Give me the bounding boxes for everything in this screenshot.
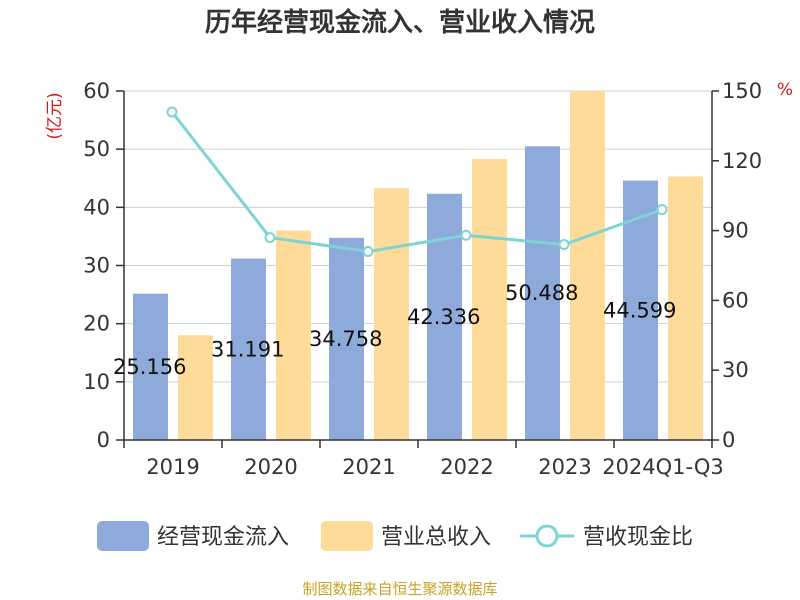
left-tick-label: 0 bbox=[97, 428, 110, 452]
legend-label-revenue: 营业总收入 bbox=[381, 525, 491, 550]
data-label-cash-inflow: 34.758 bbox=[309, 327, 382, 351]
tick-labels: 0 10 20 30 40 50 60 0 30 60 90 120 150 2019 2020 2021 20… bbox=[83, 79, 762, 479]
x-tick-label: 2020 bbox=[244, 455, 297, 479]
left-tick-label: 40 bbox=[83, 195, 110, 219]
data-label-cash-inflow: 25.156 bbox=[113, 355, 186, 379]
data-label-cash-inflow: 44.599 bbox=[603, 298, 676, 322]
right-tick-label: 90 bbox=[722, 219, 749, 243]
data-labels: 25.156 31.191 34.758 42.336 50.488 44.599 bbox=[113, 281, 676, 379]
right-tick-label: 30 bbox=[722, 358, 749, 382]
right-tick-label: 60 bbox=[722, 288, 749, 312]
bar-cash-inflow bbox=[329, 237, 364, 440]
ratio-point bbox=[264, 232, 276, 244]
bar-cash-inflow bbox=[525, 146, 560, 441]
x-tick-label: 2023 bbox=[538, 455, 591, 479]
right-axis-unit: % bbox=[777, 80, 793, 100]
x-tick-label: 2024Q1-Q3 bbox=[602, 455, 724, 479]
left-tick-label: 30 bbox=[83, 254, 110, 278]
left-tick-label: 60 bbox=[83, 79, 110, 103]
left-tick-label: 10 bbox=[83, 370, 110, 394]
ratio-line bbox=[166, 106, 668, 258]
x-tick-label: 2022 bbox=[440, 455, 493, 479]
ratio-point bbox=[362, 246, 374, 258]
data-label-cash-inflow: 42.336 bbox=[407, 305, 480, 329]
bar-revenue bbox=[374, 188, 409, 440]
legend-swatch-cash-inflow bbox=[97, 521, 149, 551]
right-tick-label: 150 bbox=[722, 79, 762, 103]
ratio-line-path bbox=[170, 111, 663, 254]
x-tick-label: 2021 bbox=[342, 455, 395, 479]
right-tick-label: 120 bbox=[722, 149, 762, 173]
bar-revenue bbox=[570, 91, 605, 440]
ratio-point bbox=[166, 106, 178, 118]
bar-cash-inflow bbox=[133, 293, 168, 440]
legend-label-ratio: 营收现金比 bbox=[583, 525, 693, 550]
ratio-point bbox=[656, 204, 668, 216]
bar-revenue bbox=[668, 176, 703, 440]
chart-title: 历年经营现金流入、营业收入情况 bbox=[205, 7, 595, 38]
left-tick-label: 20 bbox=[83, 312, 110, 336]
bars bbox=[133, 91, 703, 441]
ratio-point bbox=[460, 229, 472, 241]
data-label-cash-inflow: 50.488 bbox=[505, 281, 578, 305]
gridlines bbox=[124, 90, 712, 383]
data-label-cash-inflow: 31.191 bbox=[211, 337, 284, 361]
right-tick-label: 0 bbox=[722, 428, 735, 452]
bar-cash-inflow bbox=[427, 193, 462, 440]
left-axis-unit: (亿元) bbox=[45, 92, 65, 139]
legend-swatch-revenue bbox=[321, 521, 373, 551]
legend-label-cash-inflow: 经营现金流入 bbox=[157, 525, 289, 550]
bar-revenue bbox=[472, 159, 507, 440]
left-tick-label: 50 bbox=[83, 137, 110, 161]
bar-cash-inflow bbox=[623, 180, 658, 440]
bar-revenue bbox=[178, 335, 213, 440]
legend: 经营现金流入 营业总收入 营收现金比 bbox=[97, 521, 693, 551]
x-tick-label: 2019 bbox=[146, 455, 199, 479]
bar-cash-inflow bbox=[231, 258, 266, 440]
ratio-point bbox=[558, 239, 570, 251]
source-note: 制图数据来自恒生聚源数据库 bbox=[302, 580, 497, 598]
bar-revenue bbox=[276, 230, 311, 440]
axes bbox=[116, 90, 719, 448]
legend-marker-ratio bbox=[535, 524, 559, 548]
